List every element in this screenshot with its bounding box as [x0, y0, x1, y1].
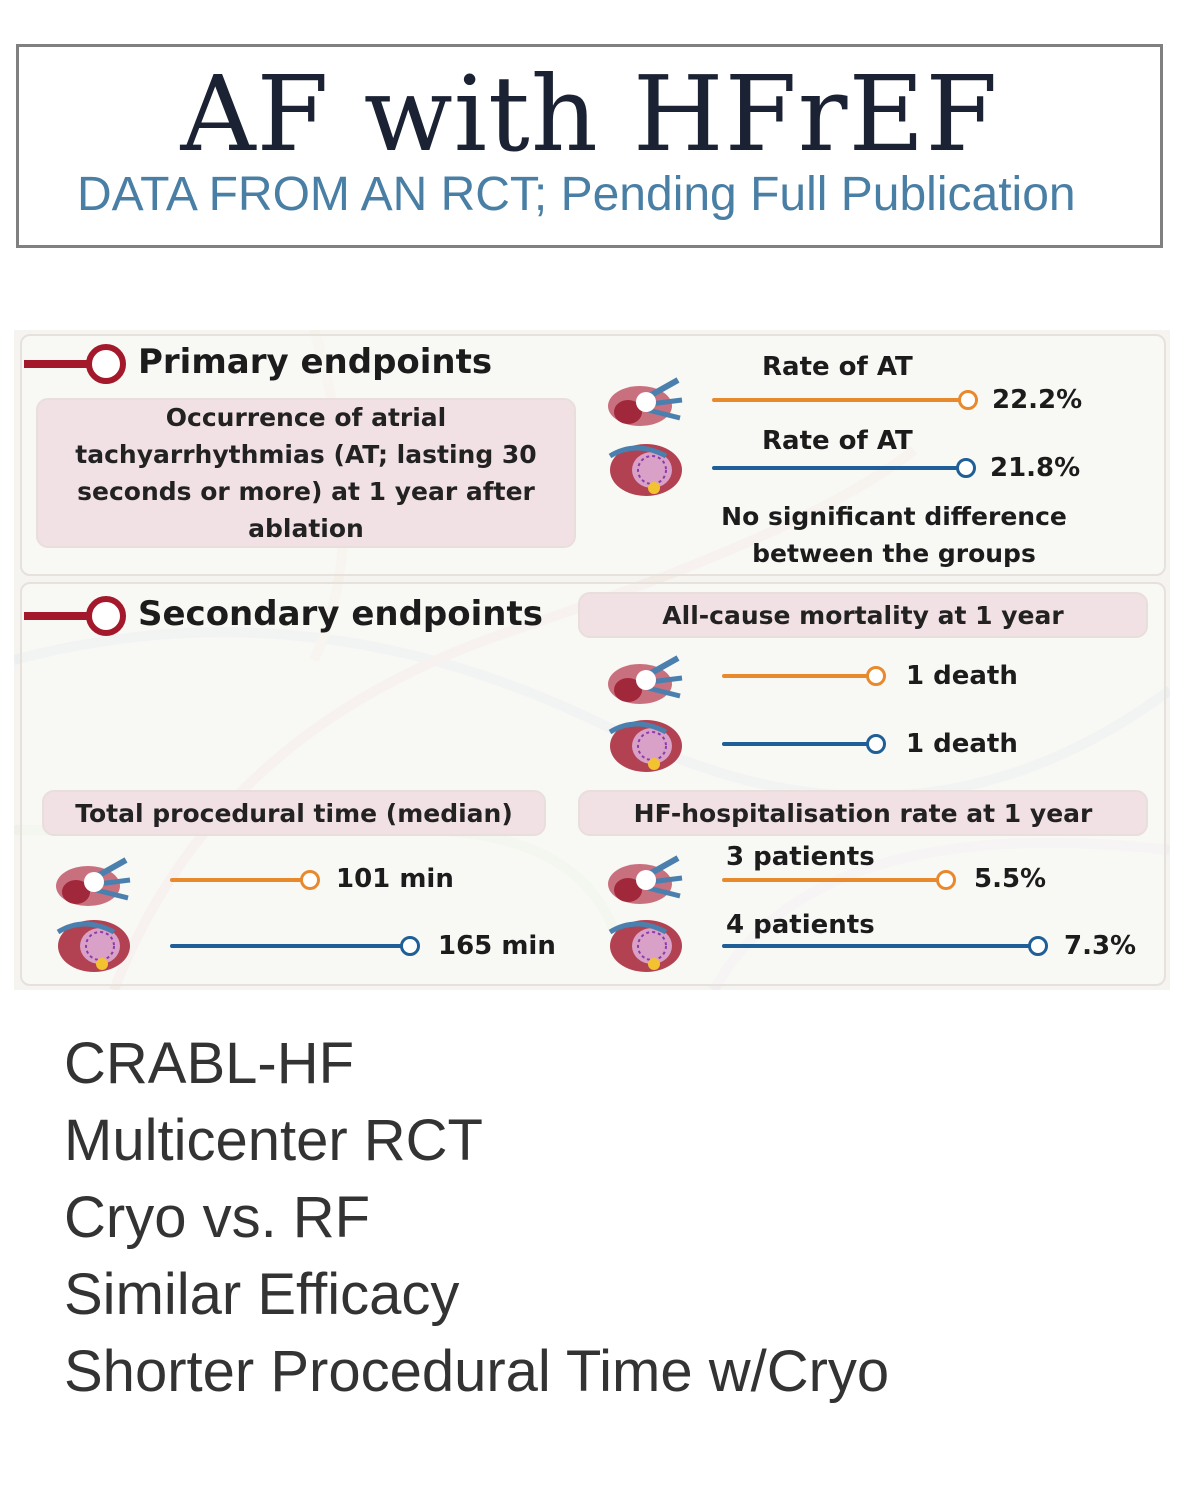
procedural-rf-bar — [170, 944, 402, 948]
hf-rf-value: 7.3% — [1064, 931, 1137, 961]
primary-cryo-value: 22.2% — [992, 385, 1083, 415]
cryoballoon-heart-icon — [606, 848, 686, 908]
title-box: AF with HFrEF DATA FROM AN RCT; Pending … — [16, 44, 1163, 248]
primary-conclusion: No significant difference between the gr… — [684, 498, 1104, 572]
hf-cryo-count: 3 patients — [726, 842, 875, 872]
primary-rf-value: 21.8% — [990, 453, 1081, 483]
summary-line: Similar Efficacy — [64, 1262, 460, 1327]
procedural-rf-dot — [400, 936, 420, 956]
hf-cryo-bar — [722, 878, 938, 882]
summary-line: Multicenter RCT — [64, 1108, 483, 1173]
hf-cryo-dot — [936, 870, 956, 890]
mortality-title: All-cause mortality at 1 year — [578, 592, 1148, 638]
mortality-cryo-bar — [722, 674, 868, 678]
hf-hospitalisation-title: HF-hospitalisation rate at 1 year — [578, 790, 1148, 836]
radiofrequency-heart-icon — [606, 712, 686, 776]
summary-line: Shorter Procedural Time w/Cryo — [64, 1339, 890, 1404]
cryoballoon-heart-icon — [54, 850, 134, 910]
primary-cryo-bar — [712, 398, 960, 402]
primary-cryo-label: Rate of AT — [762, 352, 913, 382]
radiofrequency-heart-icon — [606, 912, 686, 976]
mortality-cryo-dot — [866, 666, 886, 686]
mortality-rf-dot — [866, 734, 886, 754]
primary-endpoint-description: Occurrence of atrial tachyarrhythmias (A… — [36, 398, 576, 548]
hf-rf-count: 4 patients — [726, 910, 875, 940]
page-subtitle: DATA FROM AN RCT; Pending Full Publicati… — [77, 168, 1076, 221]
radiofrequency-heart-icon — [606, 436, 686, 500]
secondary-endpoints-panel — [20, 582, 1166, 986]
procedural-rf-value: 165 min — [438, 931, 556, 961]
secondary-marker-icon — [24, 596, 134, 636]
hf-cryo-value: 5.5% — [974, 864, 1047, 894]
primary-rf-dot — [956, 458, 976, 478]
radiofrequency-heart-icon — [54, 912, 134, 976]
procedural-cryo-value: 101 min — [336, 864, 454, 894]
cryoballoon-heart-icon — [606, 648, 686, 708]
trial-infographic: Primary endpoints Occurrence of atrial t… — [14, 330, 1170, 990]
primary-cryo-dot — [958, 390, 978, 410]
summary-line: Cryo vs. RF — [64, 1185, 371, 1250]
primary-rf-bar — [712, 466, 958, 470]
primary-marker-icon — [24, 344, 134, 384]
mortality-rf-bar — [722, 742, 868, 746]
procedural-cryo-bar — [170, 878, 302, 882]
hf-rf-bar — [722, 944, 1030, 948]
primary-description-text: Occurrence of atrial tachyarrhythmias (A… — [75, 403, 537, 543]
mortality-rf-value: 1 death — [906, 729, 1018, 759]
page-title: AF with HFrEF — [180, 53, 999, 175]
secondary-endpoints-heading: Secondary endpoints — [138, 594, 543, 634]
mortality-cryo-value: 1 death — [906, 661, 1018, 691]
hf-rf-dot — [1028, 936, 1048, 956]
summary-line: CRABL-HF — [64, 1031, 355, 1096]
primary-endpoints-heading: Primary endpoints — [138, 342, 493, 382]
primary-conclusion-line1: No significant difference — [721, 502, 1067, 531]
primary-rf-label: Rate of AT — [762, 426, 913, 456]
procedural-cryo-dot — [300, 870, 320, 890]
primary-conclusion-line2: between the groups — [752, 539, 1036, 568]
summary-list: CRABL-HF Multicenter RCT Cryo vs. RF Sim… — [64, 1025, 889, 1410]
cryoballoon-heart-icon — [606, 370, 686, 430]
procedural-time-title: Total procedural time (median) — [42, 790, 546, 836]
